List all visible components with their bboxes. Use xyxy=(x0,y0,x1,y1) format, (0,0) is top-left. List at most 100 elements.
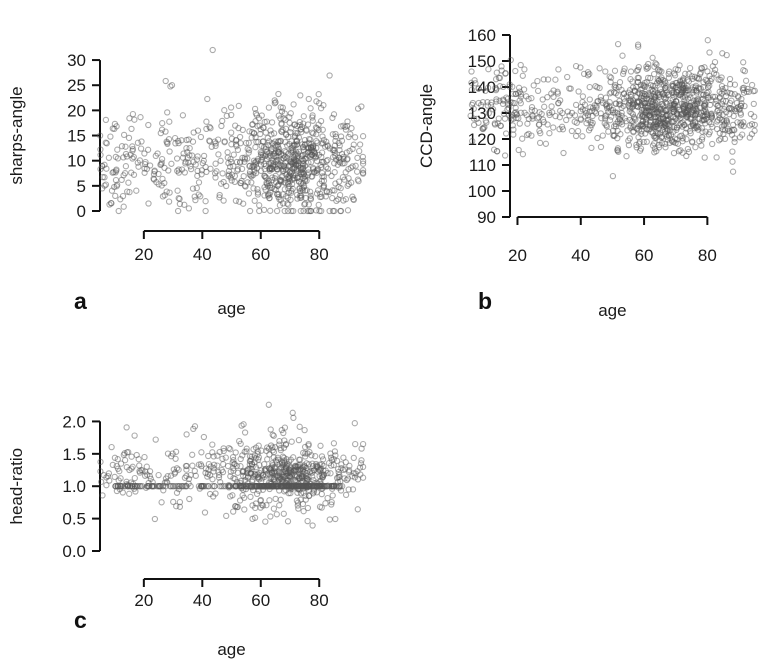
scatter-point xyxy=(721,118,728,125)
scatter-point xyxy=(614,40,622,48)
scatter-point xyxy=(121,170,129,177)
scatter-point xyxy=(651,145,659,152)
scatter-point xyxy=(336,142,343,149)
scatter-point xyxy=(552,76,559,83)
scatter-point xyxy=(318,164,325,171)
scatter-point xyxy=(157,129,164,137)
scatter-point xyxy=(651,149,658,156)
scatter-point xyxy=(175,139,182,147)
scatter-point xyxy=(118,176,125,184)
scatter-point xyxy=(598,115,605,122)
scatter-point xyxy=(300,120,307,127)
scatter-point xyxy=(260,124,267,131)
scatter-point xyxy=(605,128,612,135)
scatter-point xyxy=(498,67,505,74)
scatter-point xyxy=(679,77,686,84)
scatter-point xyxy=(729,148,736,155)
scatter-point xyxy=(268,148,275,155)
scatter-point xyxy=(713,154,720,161)
scatter-point xyxy=(741,67,749,75)
scatter-point xyxy=(530,82,537,89)
scatter-point xyxy=(252,144,259,151)
scatter-point xyxy=(329,492,336,499)
scatter-point xyxy=(283,154,291,161)
scatter-point xyxy=(280,155,287,162)
scatter-point xyxy=(603,103,611,110)
scatter-point xyxy=(128,453,135,460)
scatter-point xyxy=(539,96,546,103)
scatter-point xyxy=(157,161,164,168)
scatter-point xyxy=(312,453,319,460)
scatter-point xyxy=(318,453,326,460)
scatter-point xyxy=(674,140,682,147)
scatter-point xyxy=(605,108,612,115)
scatter-point xyxy=(304,450,311,457)
scatter-point xyxy=(192,196,199,204)
scatter-point xyxy=(329,131,336,138)
scatter-point xyxy=(271,97,278,104)
scatter-point xyxy=(166,483,174,490)
scatter-point xyxy=(739,86,747,94)
scatter-point xyxy=(748,81,756,89)
scatter-point xyxy=(235,102,242,110)
scatter-point xyxy=(115,483,122,490)
scatter-point xyxy=(343,149,350,156)
scatter-point xyxy=(183,466,190,473)
scatter-point xyxy=(350,141,357,148)
scatter-point xyxy=(525,130,532,138)
scatter-point xyxy=(693,97,700,104)
scatter-point xyxy=(315,121,322,128)
scatter-point xyxy=(331,448,339,455)
scatter-point xyxy=(548,103,555,110)
scatter-point xyxy=(279,462,286,469)
scatter-point xyxy=(149,479,156,486)
scatter-point xyxy=(577,116,585,123)
scatter-point xyxy=(270,454,277,461)
x-tick-label: 40 xyxy=(571,246,590,265)
scatter-point xyxy=(330,455,337,463)
scatter-point xyxy=(579,93,587,100)
scatter-point xyxy=(717,76,724,83)
scatter-point xyxy=(294,499,302,506)
scatter-point xyxy=(329,114,336,122)
scatter-point xyxy=(232,197,240,204)
scatter-point xyxy=(750,100,757,108)
scatter-point xyxy=(234,469,241,476)
scatter-point xyxy=(179,112,187,119)
scatter-point xyxy=(217,157,224,164)
scatter-point xyxy=(273,483,280,490)
scatter-point xyxy=(141,453,148,461)
scatter-point xyxy=(609,172,617,180)
scatter-point xyxy=(586,83,593,91)
scatter-point xyxy=(96,132,104,139)
scatter-point xyxy=(101,174,108,181)
scatter-point xyxy=(564,73,571,81)
scatter-point xyxy=(639,113,646,120)
panel-letter: b xyxy=(478,288,492,314)
y-tick-label: 1.0 xyxy=(62,477,86,496)
scatter-point xyxy=(237,463,244,470)
scatter-point xyxy=(250,171,257,179)
x-tick-label: 80 xyxy=(698,246,717,265)
scatter-point xyxy=(579,106,586,113)
scatter-point xyxy=(579,133,586,140)
scatter-point xyxy=(143,463,150,470)
scatter-point xyxy=(359,160,367,167)
scatter-point xyxy=(162,77,169,85)
scatter-point xyxy=(275,112,282,119)
scatter-point xyxy=(112,153,119,161)
scatter-point xyxy=(359,463,367,471)
scatter-point xyxy=(326,188,333,196)
scatter-point xyxy=(173,465,181,472)
scatter-point xyxy=(128,125,135,133)
y-tick-label: 10 xyxy=(67,152,86,171)
scatter-point xyxy=(712,100,719,108)
scatter-point xyxy=(317,190,324,197)
scatter-point xyxy=(332,452,339,459)
scatter-point xyxy=(145,483,152,490)
scatter-point xyxy=(515,146,522,154)
scatter-point xyxy=(102,139,109,146)
scatter-point xyxy=(302,140,309,148)
y-tick-label: 30 xyxy=(67,51,86,70)
y-tick-label: 2.0 xyxy=(62,412,86,431)
